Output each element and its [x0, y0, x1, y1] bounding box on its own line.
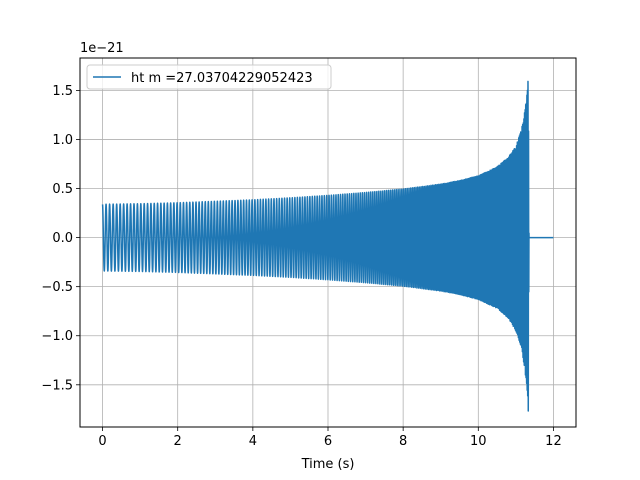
- y-axis: −1.5 −1.0 −0.5 0.0 0.5 1.0 1.5: [41, 84, 80, 393]
- x-tick-label: 6: [324, 434, 332, 449]
- x-tick-label: 12: [545, 434, 562, 449]
- x-axis: 0 2 4 6 8 10 12: [98, 427, 562, 449]
- series-line: [101, 80, 555, 412]
- x-axis-label: Time (s): [301, 457, 355, 472]
- y-tick-label: 1.5: [52, 84, 73, 99]
- x-tick-label: 10: [470, 434, 487, 449]
- legend: ht m =27.03704229052423: [86, 64, 332, 90]
- y-offset-text: 1e−21: [80, 41, 124, 56]
- y-tick-label: 0.5: [52, 182, 73, 197]
- y-tick-label: −0.5: [41, 280, 73, 295]
- x-tick-label: 4: [249, 434, 257, 449]
- legend-label: ht m =27.03704229052423: [131, 71, 313, 86]
- series-layer: [101, 80, 555, 412]
- legend-box: [86, 64, 332, 90]
- y-tick-label: 1.0: [52, 133, 73, 148]
- y-tick-label: −1.5: [41, 378, 73, 393]
- x-tick-label: 0: [98, 434, 106, 449]
- y-tick-label: 0.0: [52, 231, 73, 246]
- x-tick-label: 8: [399, 434, 407, 449]
- x-tick-label: 2: [174, 434, 182, 449]
- y-tick-label: −1.0: [41, 329, 73, 344]
